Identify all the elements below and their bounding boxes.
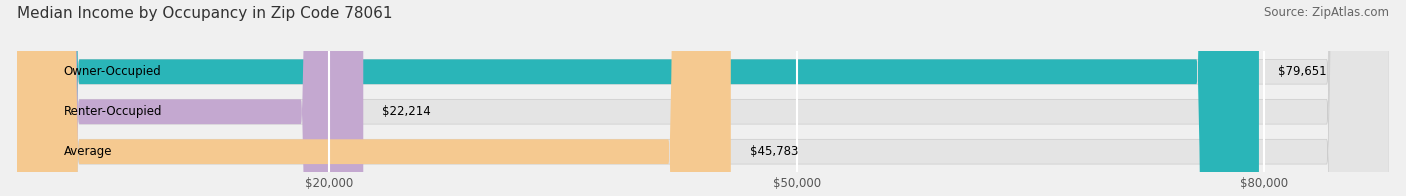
Text: Average: Average: [63, 145, 112, 158]
FancyBboxPatch shape: [17, 0, 1389, 196]
FancyBboxPatch shape: [17, 0, 1258, 196]
Text: $22,214: $22,214: [382, 105, 430, 118]
FancyBboxPatch shape: [17, 0, 731, 196]
FancyBboxPatch shape: [17, 0, 1389, 196]
Text: Owner-Occupied: Owner-Occupied: [63, 65, 162, 78]
FancyBboxPatch shape: [17, 0, 1389, 196]
Text: Source: ZipAtlas.com: Source: ZipAtlas.com: [1264, 6, 1389, 19]
Text: Renter-Occupied: Renter-Occupied: [63, 105, 162, 118]
Text: $79,651: $79,651: [1278, 65, 1326, 78]
Text: Median Income by Occupancy in Zip Code 78061: Median Income by Occupancy in Zip Code 7…: [17, 6, 392, 21]
FancyBboxPatch shape: [17, 0, 363, 196]
Text: $45,783: $45,783: [749, 145, 797, 158]
